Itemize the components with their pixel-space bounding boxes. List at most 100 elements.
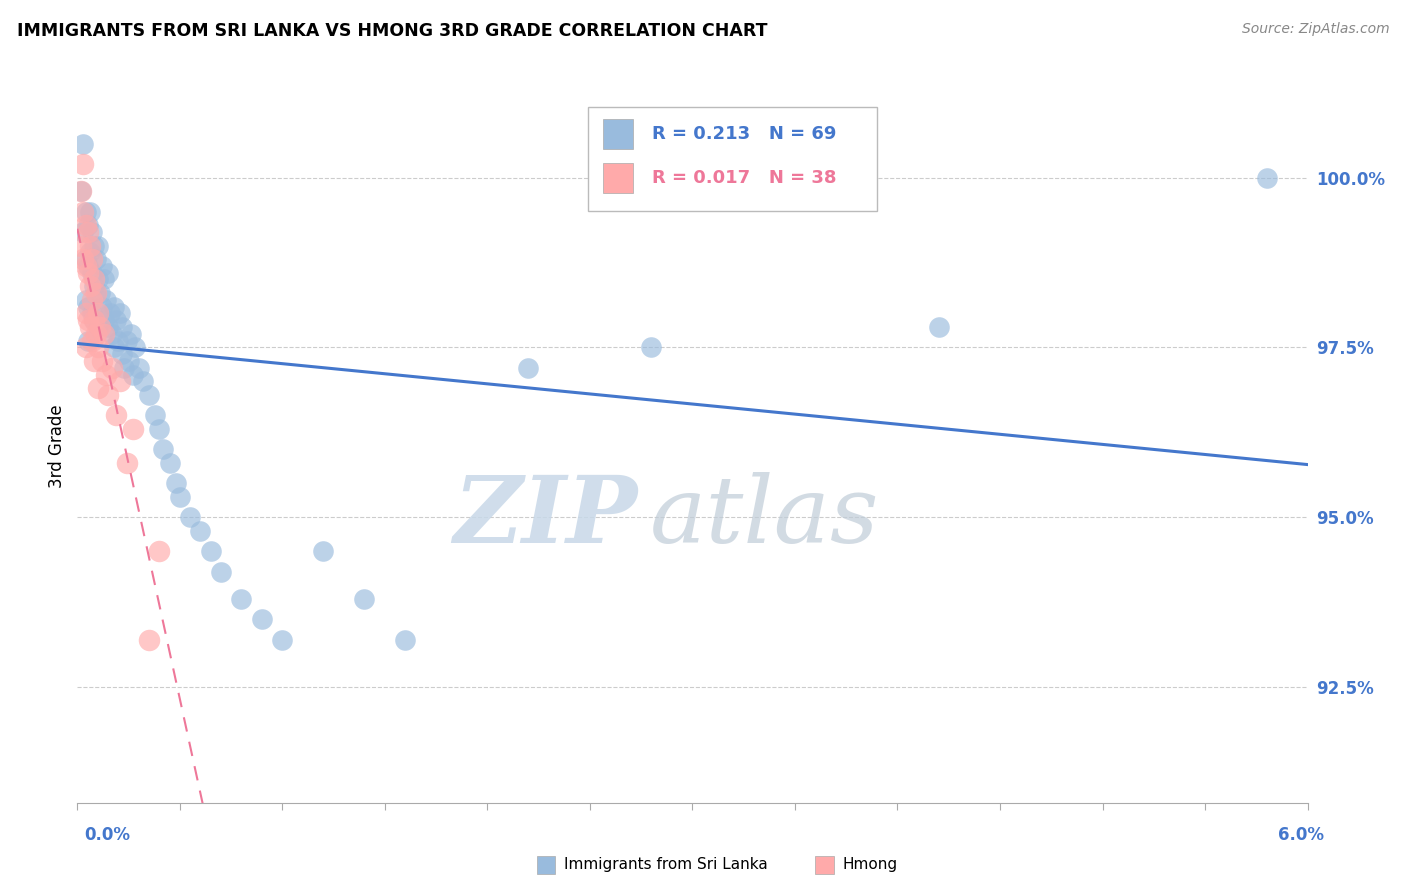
Point (103, 300, 125, 314)
FancyBboxPatch shape (588, 107, 877, 211)
Point (103, 341, 125, 355)
Point (101, 360, 124, 375)
Point (76, 266, 98, 280)
Point (87, 306, 110, 320)
Text: Hmong: Hmong (842, 857, 897, 871)
Point (231, 591, 253, 606)
Point (110, 306, 132, 320)
Point (80, 293, 103, 307)
Point (72, 136, 94, 151)
Point (83, 238, 105, 252)
Point (138, 632, 160, 647)
Text: 0.0%: 0.0% (84, 826, 131, 844)
Point (75, 204, 97, 219)
Point (76, 334, 98, 348)
Point (75, 341, 97, 355)
Point (353, 591, 375, 606)
Text: Immigrants from Sri Lanka: Immigrants from Sri Lanka (564, 857, 768, 871)
Point (640, 341, 662, 355)
Point (121, 368, 143, 382)
Point (128, 360, 150, 375)
Point (84, 326, 107, 341)
Point (115, 334, 138, 348)
Point (148, 544, 170, 558)
Point (83, 279, 105, 293)
Point (94, 368, 117, 382)
Point (80, 334, 103, 348)
Point (89, 320, 111, 334)
Y-axis label: 3rd Grade: 3rd Grade (48, 404, 66, 488)
Point (76, 259, 98, 273)
Bar (603, 163, 634, 194)
Point (148, 422, 170, 436)
Point (165, 476, 187, 491)
Point (75, 306, 97, 320)
Point (159, 456, 181, 470)
Point (70, 238, 93, 252)
Point (111, 347, 134, 361)
Point (76, 225, 98, 239)
Point (200, 544, 222, 558)
Point (87, 272, 110, 286)
Point (72, 252, 94, 266)
Text: 6.0%: 6.0% (1278, 826, 1324, 844)
Point (87, 238, 110, 252)
Point (312, 544, 335, 558)
Point (83, 354, 105, 368)
Point (93, 272, 115, 286)
Point (84, 286, 107, 301)
Point (105, 313, 128, 327)
Point (87, 341, 110, 355)
Text: Source: ZipAtlas.com: Source: ZipAtlas.com (1241, 22, 1389, 37)
Point (90, 300, 114, 314)
Point (188, 524, 212, 538)
Point (70, 184, 93, 198)
Point (76, 300, 98, 314)
Point (80, 252, 103, 266)
Point (111, 320, 134, 334)
Point (152, 442, 174, 457)
Point (115, 456, 138, 470)
Point (143, 409, 166, 423)
Point (138, 388, 160, 402)
Point (79, 238, 101, 252)
Text: atlas: atlas (650, 473, 879, 562)
Point (107, 334, 129, 348)
Text: R = 0.213   N = 69: R = 0.213 N = 69 (652, 125, 837, 143)
Point (169, 490, 191, 504)
Point (84, 252, 107, 266)
Point (110, 375, 132, 389)
Point (70, 184, 93, 198)
Point (117, 354, 139, 368)
Point (87, 320, 110, 334)
Point (94, 293, 117, 307)
Point (93, 326, 115, 341)
Point (209, 565, 232, 579)
Point (79, 245, 101, 260)
Text: IMMIGRANTS FROM SRI LANKA VS HMONG 3RD GRADE CORRELATION CHART: IMMIGRANTS FROM SRI LANKA VS HMONG 3RD G… (17, 22, 768, 40)
Bar (603, 120, 634, 149)
Point (87, 381, 110, 395)
Point (132, 375, 155, 389)
Point (76, 313, 98, 327)
Point (250, 612, 273, 626)
Point (517, 360, 540, 375)
Point (83, 272, 105, 286)
Point (90, 259, 114, 273)
Point (75, 218, 97, 232)
Point (271, 632, 294, 647)
Point (80, 266, 103, 280)
Text: ZIP: ZIP (453, 473, 637, 562)
Point (84, 286, 107, 301)
Point (72, 225, 94, 239)
Point (98, 306, 121, 320)
Point (79, 204, 101, 219)
Point (179, 510, 201, 524)
Point (105, 409, 128, 423)
Point (120, 326, 142, 341)
Point (76, 218, 98, 232)
Point (79, 279, 101, 293)
Point (83, 313, 105, 327)
Point (75, 252, 97, 266)
Point (80, 225, 103, 239)
